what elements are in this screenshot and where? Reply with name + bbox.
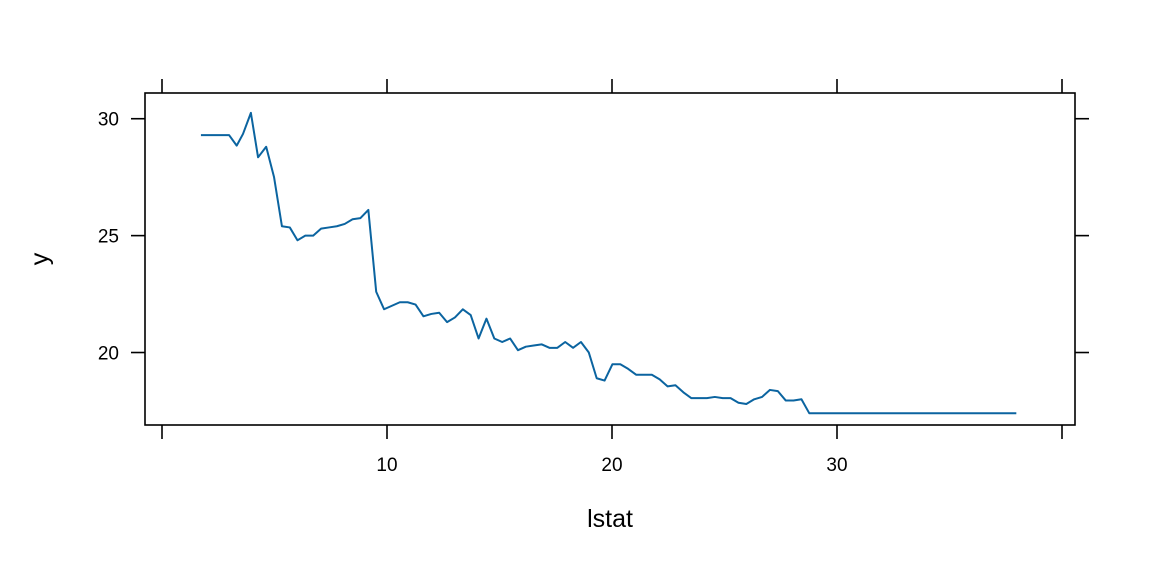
y-tick-label: 20 [98,344,119,365]
axis-ticks [131,79,1089,439]
y-tick-label: 30 [98,110,119,131]
x-tick-label: 30 [826,455,847,476]
series-layer [200,111,1017,415]
x-tick-label: 20 [601,455,622,476]
x-tick-label: 10 [376,455,397,476]
y-tick-label: 25 [98,227,119,248]
y-axis-title: y [26,252,54,265]
x-axis-title: lstat [587,505,633,533]
series-line [200,111,1017,415]
tick-labels: 10 20 30 20 25 30 [98,110,848,476]
plot-frame [144,92,1076,426]
